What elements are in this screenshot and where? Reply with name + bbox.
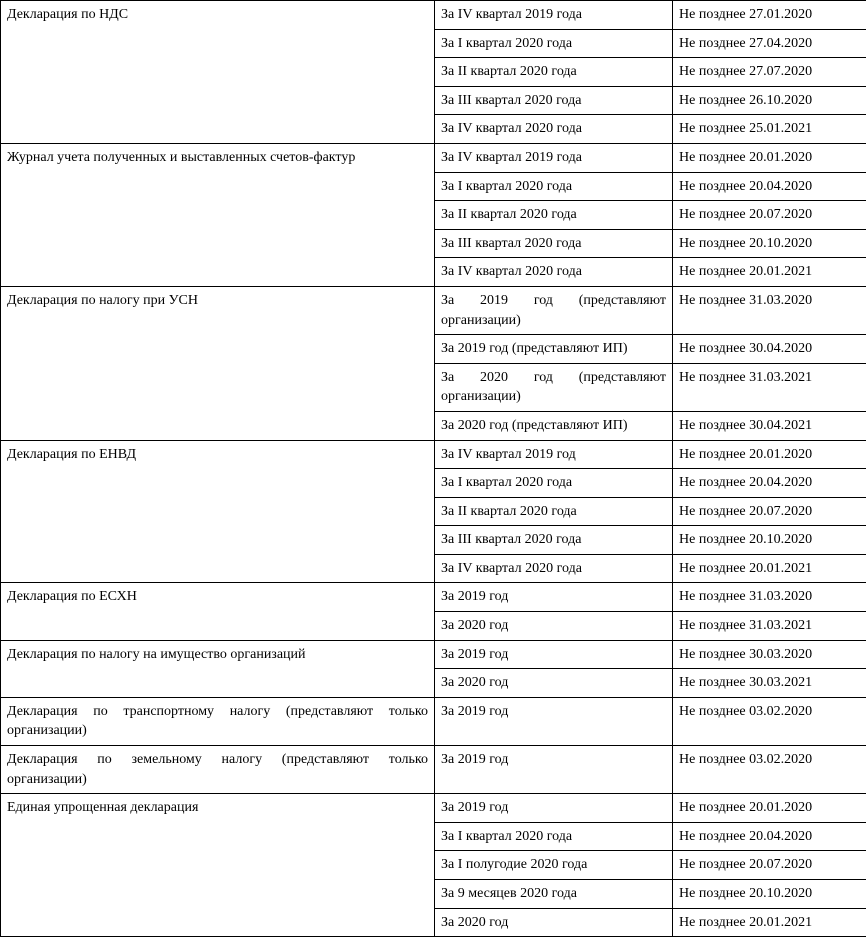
table-row: Декларация по ЕСХНЗа 2019 годНе позднее … (1, 583, 866, 612)
deadline-cell: Не позднее 30.04.2020 (673, 335, 866, 364)
period-cell: За I квартал 2020 года (435, 469, 673, 498)
deadline-cell: Не позднее 25.01.2021 (673, 115, 866, 144)
period-cell: За I полугодие 2020 года (435, 851, 673, 880)
deadline-cell: Не позднее 20.10.2020 (673, 229, 866, 258)
deadline-cell: Не позднее 20.04.2020 (673, 822, 866, 851)
deadline-cell: Не позднее 20.04.2020 (673, 172, 866, 201)
deadline-cell: Не позднее 30.03.2021 (673, 669, 866, 698)
table-row: Декларация по транспортному налогу (пред… (1, 697, 866, 745)
period-cell: За I квартал 2020 года (435, 172, 673, 201)
period-cell: За IV квартал 2019 года (435, 1, 673, 30)
period-cell: За III квартал 2020 года (435, 526, 673, 555)
period-cell: За 2020 год (представляют ИП) (435, 411, 673, 440)
declaration-name-cell: Декларация по ЕНВД (1, 440, 435, 583)
deadline-cell: Не позднее 20.01.2021 (673, 258, 866, 287)
period-cell: За I квартал 2020 года (435, 29, 673, 58)
table-row: Единая упрощенная декларацияЗа 2019 годН… (1, 794, 866, 823)
period-cell: За II квартал 2020 года (435, 497, 673, 526)
period-cell: За II квартал 2020 года (435, 58, 673, 87)
period-cell: За IV квартал 2020 года (435, 554, 673, 583)
tax-deadlines-table: Декларация по НДСЗа IV квартал 2019 года… (0, 0, 866, 937)
period-cell: За 2020 год (435, 908, 673, 937)
deadline-cell: Не позднее 20.01.2020 (673, 143, 866, 172)
deadline-cell: Не позднее 03.02.2020 (673, 697, 866, 745)
period-cell: За 9 месяцев 2020 года (435, 880, 673, 909)
deadline-cell: Не позднее 27.07.2020 (673, 58, 866, 87)
period-cell: За II квартал 2020 года (435, 201, 673, 230)
table-row: Декларация по налогу на имущество органи… (1, 640, 866, 669)
declaration-name-cell: Декларация по транспортному налогу (пред… (1, 697, 435, 745)
deadline-cell: Не позднее 27.04.2020 (673, 29, 866, 58)
deadline-cell: Не позднее 20.04.2020 (673, 469, 866, 498)
deadline-cell: Не позднее 26.10.2020 (673, 86, 866, 115)
period-cell: За 2019 год (435, 583, 673, 612)
period-cell: За 2020 год (представляют организации) (435, 363, 673, 411)
declaration-name-cell: Декларация по ЕСХН (1, 583, 435, 640)
period-cell: За IV квартал 2020 года (435, 115, 673, 144)
period-cell: За IV квартал 2019 года (435, 143, 673, 172)
deadline-cell: Не позднее 20.01.2021 (673, 554, 866, 583)
period-cell: За 2019 год (435, 697, 673, 745)
declaration-name-cell: Единая упрощенная декларация (1, 794, 435, 937)
deadline-cell: Не позднее 20.07.2020 (673, 851, 866, 880)
table-row: Декларация по ЕНВДЗа IV квартал 2019 год… (1, 440, 866, 469)
period-cell: За 2019 год (435, 640, 673, 669)
deadline-cell: Не позднее 03.02.2020 (673, 746, 866, 794)
declaration-name-cell: Декларация по налогу на имущество органи… (1, 640, 435, 697)
declaration-name-cell: Декларация по налогу при УСН (1, 286, 435, 440)
period-cell: За I квартал 2020 года (435, 822, 673, 851)
deadline-cell: Не позднее 20.01.2020 (673, 794, 866, 823)
period-cell: За III квартал 2020 года (435, 86, 673, 115)
deadline-cell: Не позднее 20.07.2020 (673, 497, 866, 526)
deadline-cell: Не позднее 31.03.2021 (673, 363, 866, 411)
period-cell: За 2020 год (435, 669, 673, 698)
deadline-cell: Не позднее 30.04.2021 (673, 411, 866, 440)
period-cell: За III квартал 2020 года (435, 229, 673, 258)
table-row: Декларация по налогу при УСНЗа 2019 год … (1, 286, 866, 334)
period-cell: За 2019 год (435, 794, 673, 823)
deadline-cell: Не позднее 30.03.2020 (673, 640, 866, 669)
deadline-cell: Не позднее 31.03.2020 (673, 286, 866, 334)
period-cell: За 2019 год (435, 746, 673, 794)
deadline-cell: Не позднее 20.10.2020 (673, 880, 866, 909)
period-cell: За IV квартал 2019 год (435, 440, 673, 469)
period-cell: За 2019 год (представляют организации) (435, 286, 673, 334)
table-row: Декларация по земельному налогу (предста… (1, 746, 866, 794)
declaration-name-cell: Декларация по земельному налогу (предста… (1, 746, 435, 794)
period-cell: За 2019 год (представляют ИП) (435, 335, 673, 364)
deadline-cell: Не позднее 20.10.2020 (673, 526, 866, 555)
deadline-cell: Не позднее 20.01.2021 (673, 908, 866, 937)
deadline-cell: Не позднее 31.03.2021 (673, 612, 866, 641)
table-row: Декларация по НДСЗа IV квартал 2019 года… (1, 1, 866, 30)
deadline-cell: Не позднее 20.07.2020 (673, 201, 866, 230)
period-cell: За 2020 год (435, 612, 673, 641)
declaration-name-cell: Журнал учета полученных и выставленных с… (1, 143, 435, 286)
table-row: Журнал учета полученных и выставленных с… (1, 143, 866, 172)
deadline-cell: Не позднее 20.01.2020 (673, 440, 866, 469)
deadline-cell: Не позднее 31.03.2020 (673, 583, 866, 612)
period-cell: За IV квартал 2020 года (435, 258, 673, 287)
declaration-name-cell: Декларация по НДС (1, 1, 435, 144)
deadline-cell: Не позднее 27.01.2020 (673, 1, 866, 30)
